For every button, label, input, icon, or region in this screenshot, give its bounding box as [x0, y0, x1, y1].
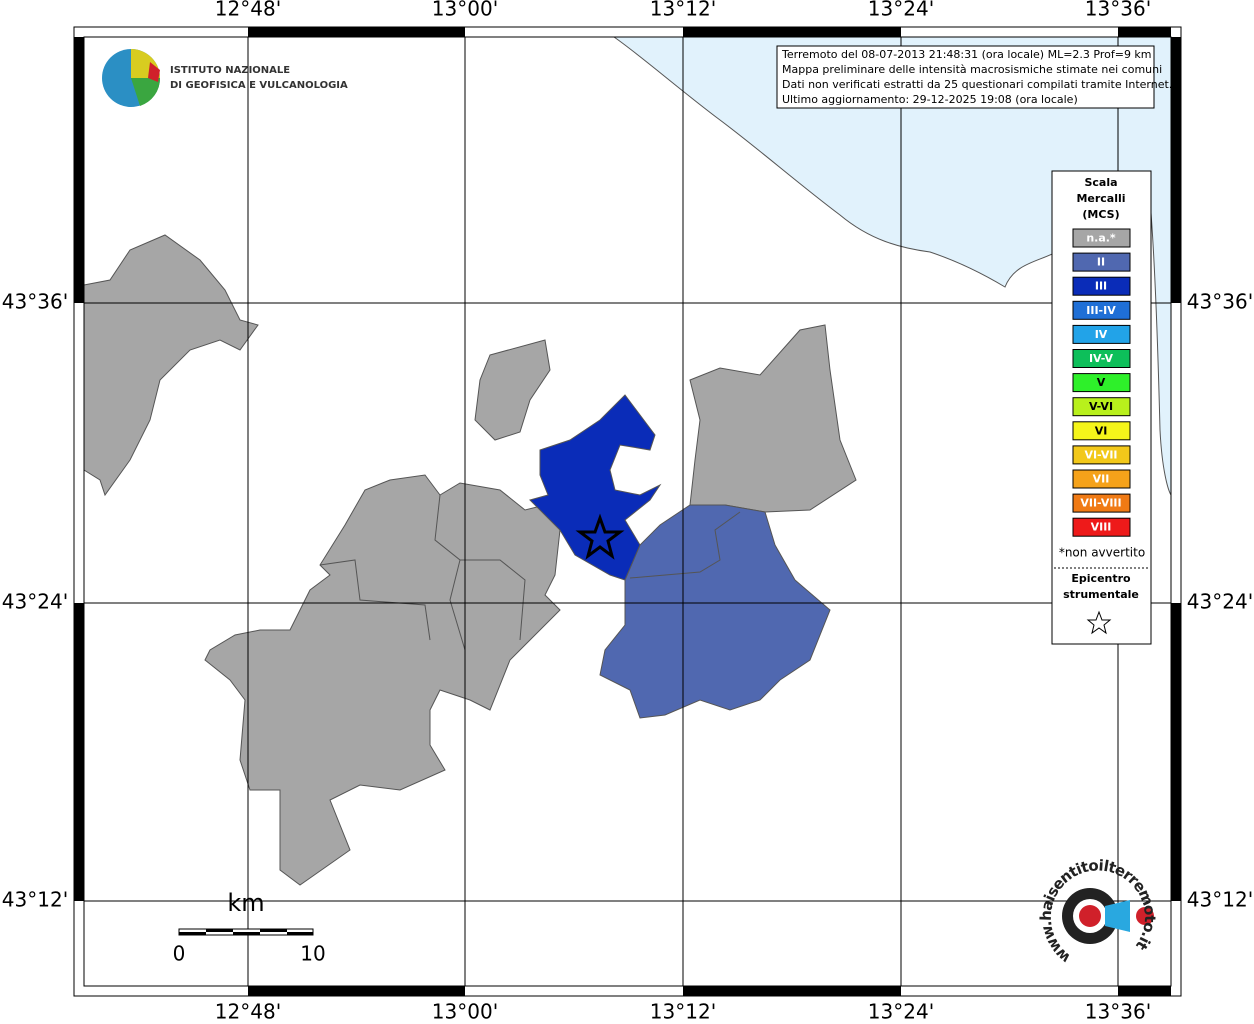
- legend-title: (MCS): [1082, 208, 1119, 221]
- legend-label: III-IV: [1086, 304, 1116, 317]
- area-na: [474, 339, 551, 441]
- latitude-label: 43°36': [2, 290, 68, 314]
- legend-swatch: [1072, 373, 1131, 393]
- info-line: Ultimo aggiornamento: 29-12-2025 19:08 (…: [782, 93, 1078, 106]
- legend-swatch: [1072, 228, 1131, 248]
- legend-label: VI-VII: [1084, 448, 1117, 461]
- sea: [612, 36, 1172, 497]
- legend-label: IV-V: [1089, 352, 1114, 365]
- info-line: Terremoto del 08-07-2013 21:48:31 (ora l…: [781, 48, 1152, 61]
- legend-title: Mercalli: [1076, 192, 1125, 205]
- info-box: [776, 45, 1155, 109]
- legend-label: VII-VIII: [1080, 497, 1121, 510]
- institute-line: DI GEOFISICA E VULCANOLOGIA: [170, 80, 348, 91]
- legend-swatch: [1072, 493, 1131, 513]
- legend-title: Scala: [1084, 176, 1117, 189]
- ingv-logo: ISTITUTO NAZIONALE DI GEOFISICA E VULCAN…: [102, 49, 348, 107]
- latitude-label: 43°12': [1187, 888, 1253, 912]
- info-text: Terremoto del 08-07-2013 21:48:31 (ora l…: [781, 48, 1172, 106]
- legend-label: II: [1097, 256, 1105, 269]
- legend-swatch: [1072, 324, 1131, 344]
- legend-swatch: [1072, 469, 1131, 489]
- legend-label: V-VI: [1089, 400, 1113, 413]
- legend-epicenter: strumentale: [1063, 588, 1139, 601]
- legend-swatch: [1072, 300, 1131, 320]
- legend-swatch: [1072, 349, 1131, 368]
- legend: ScalaMercalli(MCS)n.a.*IIIIIIII-IVIVIV-V…: [1059, 176, 1145, 601]
- legend-label: n.a.*: [1086, 232, 1116, 245]
- legend-swatch: [1072, 252, 1131, 272]
- legend-note: *non avvertito: [1059, 546, 1145, 560]
- latitude-label: 43°36': [1187, 290, 1253, 314]
- area-na: [204, 474, 561, 886]
- area-ii: [599, 504, 831, 719]
- legend-swatch: [1072, 517, 1131, 537]
- legend-swatch: [1072, 397, 1131, 417]
- longitude-label: 13°24': [868, 0, 934, 21]
- longitude-label: 12°48': [215, 0, 281, 21]
- area-iii: [529, 394, 662, 581]
- legend-swatch: [1072, 421, 1131, 441]
- longitude-label: 13°00': [432, 0, 498, 21]
- info-line: Mappa preliminare delle intensità macros…: [782, 63, 1162, 76]
- epicenter: [575, 513, 625, 560]
- longitude-label: 13°36': [1085, 0, 1151, 21]
- area-na: [83, 234, 259, 497]
- longitude-label: 13°12': [650, 1000, 716, 1024]
- legend-label: III: [1095, 280, 1107, 293]
- legend-label: VIII: [1091, 521, 1112, 534]
- latitude-label: 43°24': [1187, 590, 1253, 614]
- frame-inner: [83, 36, 1172, 987]
- longitude-label: 12°48': [215, 1000, 281, 1024]
- longitude-label: 13°00': [432, 1000, 498, 1024]
- info-line: Dati non verificati estratti da 25 quest…: [782, 78, 1172, 91]
- longitude-label: 13°12': [650, 0, 716, 21]
- borders: [319, 494, 526, 651]
- scale-label: 0: [173, 942, 186, 966]
- legend-label: IV: [1095, 328, 1108, 341]
- borders: [629, 511, 741, 579]
- legend-label: VII: [1093, 473, 1110, 486]
- longitude-label: 13°24': [868, 1000, 934, 1024]
- scale-unit: km: [227, 889, 264, 917]
- scale-bar: km 0 10: [173, 889, 326, 966]
- municipalities: [83, 234, 857, 886]
- longitude-label: 13°36': [1085, 1000, 1151, 1024]
- institute-line: ISTITUTO NAZIONALE: [170, 65, 290, 76]
- scale-label: 10: [300, 942, 325, 966]
- legend-epicenter-symbol: [1086, 610, 1112, 635]
- frame-border: [74, 27, 1181, 996]
- legend-swatch: [1072, 276, 1131, 296]
- legend-swatch: [1072, 445, 1131, 465]
- latitude-label: 43°12': [2, 888, 68, 912]
- latitude-label: 43°24': [2, 590, 68, 614]
- legend-label: V: [1097, 376, 1106, 389]
- legend-epicenter: Epicentro: [1071, 572, 1131, 585]
- legend-label: VI: [1095, 424, 1108, 437]
- area-na: [689, 324, 857, 513]
